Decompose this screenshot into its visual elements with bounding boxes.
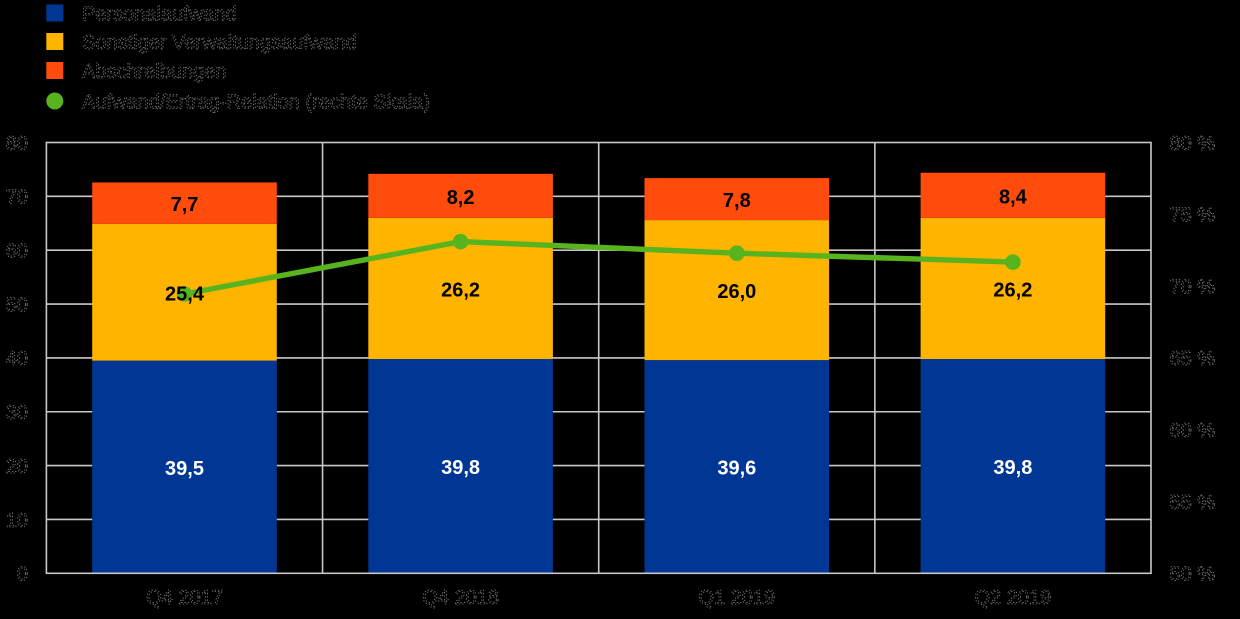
svg-text:7,8: 7,8 <box>723 190 751 212</box>
svg-text:26,0: 26,0 <box>717 281 756 303</box>
svg-text:Personalaufwand: Personalaufwand <box>82 3 237 25</box>
svg-text:39,6: 39,6 <box>717 458 756 480</box>
svg-text:39,8: 39,8 <box>993 457 1032 479</box>
svg-text:Q2 2019: Q2 2019 <box>975 587 1052 609</box>
svg-text:26,2: 26,2 <box>993 280 1032 302</box>
svg-text:26,2: 26,2 <box>441 280 480 302</box>
svg-text:Q4 2018: Q4 2018 <box>422 587 499 609</box>
svg-text:39,5: 39,5 <box>165 458 204 480</box>
svg-text:70: 70 <box>6 187 28 209</box>
svg-text:7,7: 7,7 <box>171 194 199 216</box>
svg-text:Abschreibungen: Abschreibungen <box>82 61 227 83</box>
svg-text:55 %: 55 % <box>1170 492 1216 514</box>
svg-text:20: 20 <box>6 456 28 478</box>
svg-text:10: 10 <box>6 510 28 532</box>
svg-text:60 %: 60 % <box>1170 420 1216 442</box>
svg-text:50: 50 <box>6 294 28 316</box>
svg-text:40: 40 <box>6 348 28 370</box>
svg-text:39,8: 39,8 <box>441 457 480 479</box>
svg-text:80: 80 <box>6 133 28 155</box>
svg-text:Sonstiger Verwaltungsaufwand: Sonstiger Verwaltungsaufwand <box>82 32 357 54</box>
svg-text:30: 30 <box>6 402 28 424</box>
svg-text:65 %: 65 % <box>1170 348 1216 370</box>
svg-text:Q4 2017: Q4 2017 <box>146 587 223 609</box>
svg-text:80 %: 80 % <box>1170 133 1216 155</box>
svg-text:25,4: 25,4 <box>165 283 205 305</box>
svg-text:Aufwand/Ertrag-Relation (recht: Aufwand/Ertrag-Relation (rechte Skala) <box>82 91 430 113</box>
svg-text:75 %: 75 % <box>1170 205 1216 227</box>
svg-text:8,2: 8,2 <box>447 187 475 209</box>
svg-text:8,4: 8,4 <box>999 186 1028 208</box>
svg-text:60: 60 <box>6 241 28 263</box>
svg-text:Q1 2019: Q1 2019 <box>698 587 775 609</box>
svg-text:0: 0 <box>17 564 28 586</box>
svg-text:50 %: 50 % <box>1170 564 1216 586</box>
svg-text:70 %: 70 % <box>1170 276 1216 298</box>
